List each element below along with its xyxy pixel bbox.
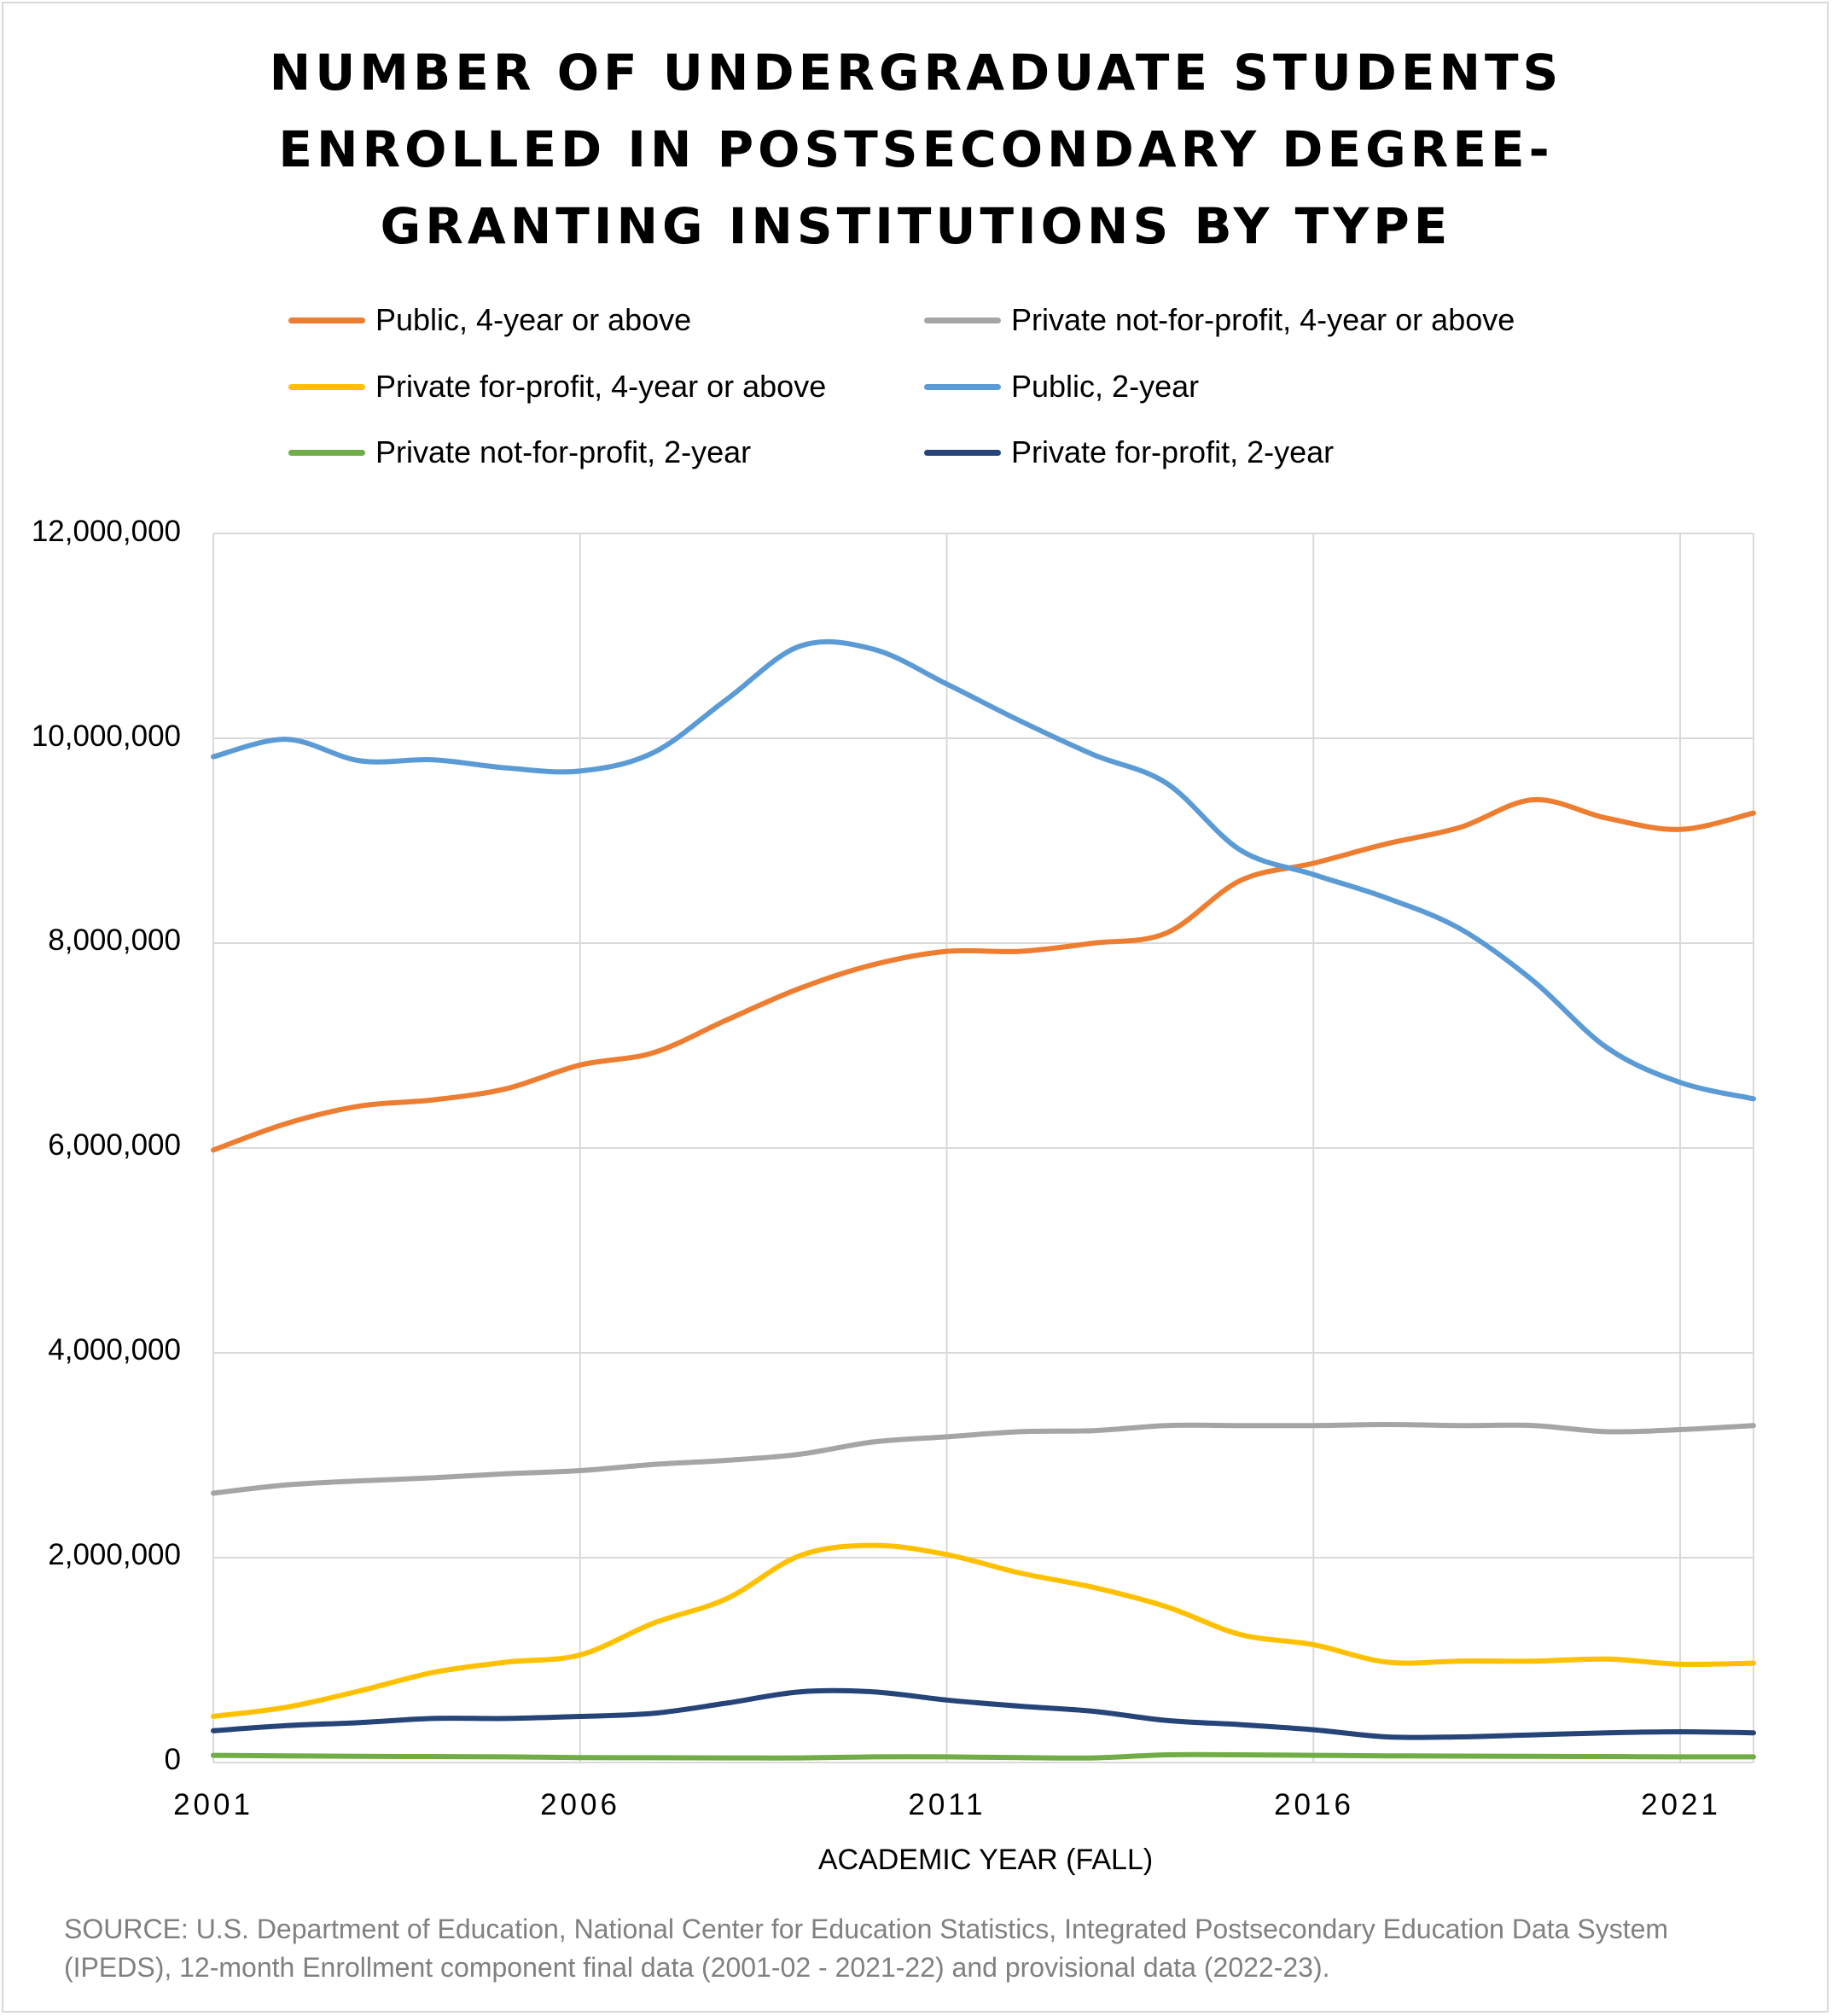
x-tick-label: 2011	[908, 1788, 986, 1821]
title-line-3: GRANTING INSTITUTIONS BY TYPE	[380, 197, 1452, 255]
legend-label: Private for-profit, 4-year or above	[375, 369, 827, 404]
legend-label: Private not-for-profit, 2-year	[375, 434, 752, 469]
series-line-1	[211, 1422, 1756, 1496]
x-tick-label: 2006	[540, 1788, 620, 1821]
legend-item-private-nfp-4yr: Private not-for-profit, 4-year or above	[924, 299, 1515, 341]
y-tick-label: 0	[164, 1743, 181, 1776]
legend-item-private-fp-4yr: Private for-profit, 4-year or above	[288, 365, 826, 408]
legend-swatch	[924, 317, 1001, 323]
title-line-2: ENROLLED IN POSTSECONDARY DEGREE-	[278, 120, 1554, 178]
legend-swatch	[288, 317, 365, 323]
legend-item-public-4yr: Public, 4-year or above	[288, 299, 691, 341]
chart-title: NUMBER OF UNDERGRADUATE STUDENTS ENROLLE…	[0, 34, 1832, 265]
legend-label: Private for-profit, 2-year	[1011, 434, 1335, 469]
legend-swatch	[288, 383, 365, 390]
x-tick-label: 2021	[1641, 1788, 1721, 1821]
x-tick-label: 2001	[173, 1788, 253, 1821]
y-tick-label: 12,000,000	[31, 515, 181, 548]
legend-item-private-nfp-2yr: Private not-for-profit, 2-year	[288, 431, 751, 474]
legend-item-private-fp-2yr: Private for-profit, 2-year	[924, 431, 1334, 474]
y-tick-label: 8,000,000	[48, 924, 181, 957]
x-tick-label: 2016	[1274, 1788, 1354, 1821]
y-tick-label: 10,000,000	[31, 720, 181, 753]
legend-label: Public, 2-year	[1011, 369, 1200, 404]
legend-swatch	[924, 383, 1001, 390]
source-note: SOURCE: U.S. Department of Education, Na…	[64, 1910, 1805, 1987]
series-line-0	[211, 796, 1756, 1153]
legend-swatch	[924, 449, 1001, 456]
legend-item-public-2yr: Public, 2-year	[924, 365, 1199, 408]
y-tick-label: 2,000,000	[48, 1538, 181, 1571]
source-line-2: (IPEDS), 12-month Enrollment component f…	[64, 1952, 1330, 1983]
y-tick-label: 4,000,000	[48, 1333, 181, 1366]
legend-label: Private not-for-profit, 4-year or above	[1011, 302, 1515, 337]
series-line-2	[211, 1542, 1756, 1719]
title-line-1: NUMBER OF UNDERGRADUATE STUDENTS	[269, 44, 1563, 102]
legend-label: Public, 4-year or above	[375, 302, 692, 337]
y-tick-label: 6,000,000	[48, 1128, 181, 1162]
series-line-5	[211, 1687, 1756, 1740]
series-line-4	[211, 1751, 1756, 1761]
series-line-3	[211, 638, 1756, 1102]
legend-swatch	[288, 449, 365, 456]
x-axis-title: ACADEMIC YEAR (FALL)	[817, 1844, 1154, 1876]
source-line-1: SOURCE: U.S. Department of Education, Na…	[64, 1914, 1669, 1944]
